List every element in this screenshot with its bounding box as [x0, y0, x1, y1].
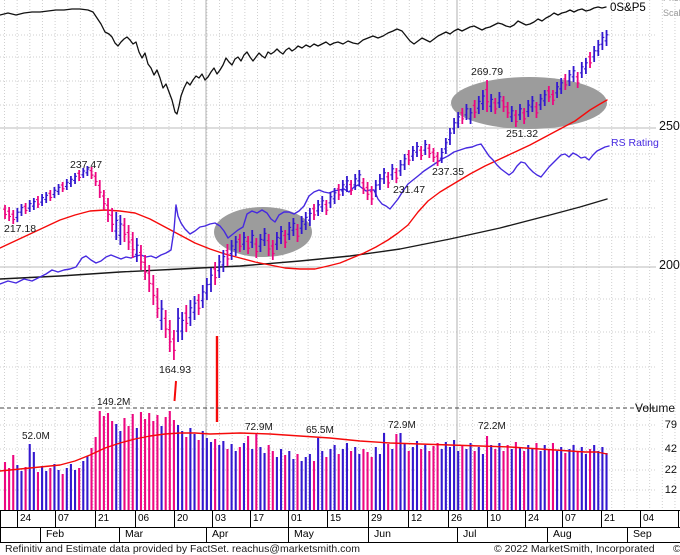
chart-footer: Refinitiv and Estimate data provided by …: [0, 543, 680, 555]
month-tick-divider: [206, 527, 207, 542]
ma50-line: [0, 99, 608, 270]
chart-annotation-label: 217.18: [4, 223, 37, 235]
day-tick-label: 06: [138, 513, 150, 524]
month-tick-divider: [457, 527, 458, 542]
day-tick-divider: [487, 511, 488, 527]
month-tick-label: Jun: [374, 528, 391, 540]
day-tick-divider: [601, 511, 602, 527]
day-tick-label: 20: [177, 513, 189, 524]
month-tick-label: Jul: [463, 528, 477, 540]
volume-axis-tick-label: 22: [664, 464, 677, 476]
day-tick-divider: [250, 511, 251, 527]
month-tick-divider: [119, 527, 120, 542]
volume-axis-tick-label: 79: [664, 419, 677, 431]
month-tick-divider: [627, 527, 628, 542]
chart-annotation-label: 164.93: [159, 364, 192, 376]
price-axis-tick-label: 250: [659, 119, 680, 133]
highlight-ellipse: [214, 207, 312, 257]
day-tick-label: 24: [528, 513, 540, 524]
day-tick-divider: [327, 511, 328, 527]
day-tick-label: 04: [643, 513, 655, 524]
day-tick-label: 21: [604, 513, 616, 524]
month-tick-label: Sep: [633, 528, 652, 540]
day-tick-label: 01: [291, 513, 303, 524]
volume-axis-tick-label: 12: [664, 484, 677, 496]
day-tick-divider: [95, 511, 96, 527]
day-tick-divider: [408, 511, 409, 527]
day-tick-label: 07: [58, 513, 70, 524]
chart-annotation-label: 251.32: [506, 128, 539, 140]
chart-annotation-label: 72.2M: [478, 421, 506, 432]
month-tick-label: May: [294, 528, 314, 540]
day-tick-divider: [212, 511, 213, 527]
rs-rating-line: [0, 143, 610, 285]
red-annotation-line: [173, 380, 177, 402]
day-tick-label: 07: [565, 513, 577, 524]
month-tick-label: Apr: [212, 528, 229, 540]
month-tick-label: Aug: [553, 528, 572, 540]
month-tick-divider: [40, 527, 41, 542]
footer-copyright-text: © 2022 MarketSmith, Incorporated: [494, 543, 655, 555]
chart-annotation-label: 237.35: [432, 166, 465, 178]
chart-annotation-label: 65.5M: [306, 425, 334, 436]
day-tick-divider: [525, 511, 526, 527]
day-tick-label: 24: [20, 513, 32, 524]
day-tick-divider: [448, 511, 449, 527]
chart-annotation-label: 149.2M: [97, 397, 131, 408]
chart-annotation-label: 269.79: [471, 66, 504, 78]
day-tick-divider: [0, 511, 1, 527]
day-tick-label: 15: [330, 513, 342, 524]
month-axis-row: Feb Mar Apr May Jun Jul Aug Sep: [0, 527, 680, 543]
day-tick-divider: [135, 511, 136, 527]
volume-axis-title: Volume: [635, 401, 676, 415]
price-scale-corner-label-line1: Price: [663, 0, 680, 4]
price-volume-plot: [0, 0, 676, 510]
price-axis-tick-label: 200: [659, 258, 680, 272]
sp500-line: [0, 6, 607, 115]
volume-axis-tick-label: 42: [664, 443, 677, 455]
month-tick-divider: [547, 527, 548, 542]
day-tick-divider: [562, 511, 563, 527]
volume-ma-line: [0, 432, 608, 472]
chart-annotation-label: 72.9M: [245, 422, 273, 433]
footer-attribution-text: Refinitiv and Estimate data provided by …: [5, 543, 360, 555]
price-scale-corner-label-line2: Scale: [663, 8, 680, 18]
day-axis-row: 24 07 21 06 20 03 17 01 15 29 12 26 10 24 07 21 04: [0, 511, 680, 528]
month-tick-label: Mar: [125, 528, 144, 540]
day-tick-divider: [17, 511, 18, 527]
day-tick-label: 17: [253, 513, 265, 524]
day-tick-divider: [678, 511, 679, 527]
ma200-line: [0, 198, 608, 280]
chart-annotation-label: RS Rating: [611, 137, 659, 149]
chart-annotation-label: 72.9M: [388, 420, 416, 431]
month-row-left-border: [0, 527, 1, 542]
chart-annotation-label: 237.47: [70, 159, 103, 171]
day-tick-label: 12: [411, 513, 423, 524]
day-tick-divider: [368, 511, 369, 527]
month-tick-divider: [288, 527, 289, 542]
day-tick-label: 29: [371, 513, 383, 524]
date-axis: 24 07 21 06 20 03 17 01 15 29 12 26 10 24 07 21 04 Feb Ma…: [0, 510, 680, 543]
day-tick-divider: [288, 511, 289, 527]
day-tick-divider: [640, 511, 641, 527]
day-tick-label: 26: [451, 513, 463, 524]
footer-clipped-char: ©: [673, 543, 680, 555]
day-tick-label: 10: [490, 513, 502, 524]
chart-annotation-label: 0S&P5: [610, 2, 646, 14]
day-tick-label: 03: [215, 513, 227, 524]
month-tick-label: Feb: [46, 528, 65, 540]
chart-annotation-label: 52.0M: [22, 431, 50, 442]
chart-annotation-label: 231.47: [393, 184, 426, 196]
day-tick-label: 21: [98, 513, 110, 524]
day-tick-divider: [55, 511, 56, 527]
day-tick-divider: [174, 511, 175, 527]
month-tick-divider: [368, 527, 369, 542]
